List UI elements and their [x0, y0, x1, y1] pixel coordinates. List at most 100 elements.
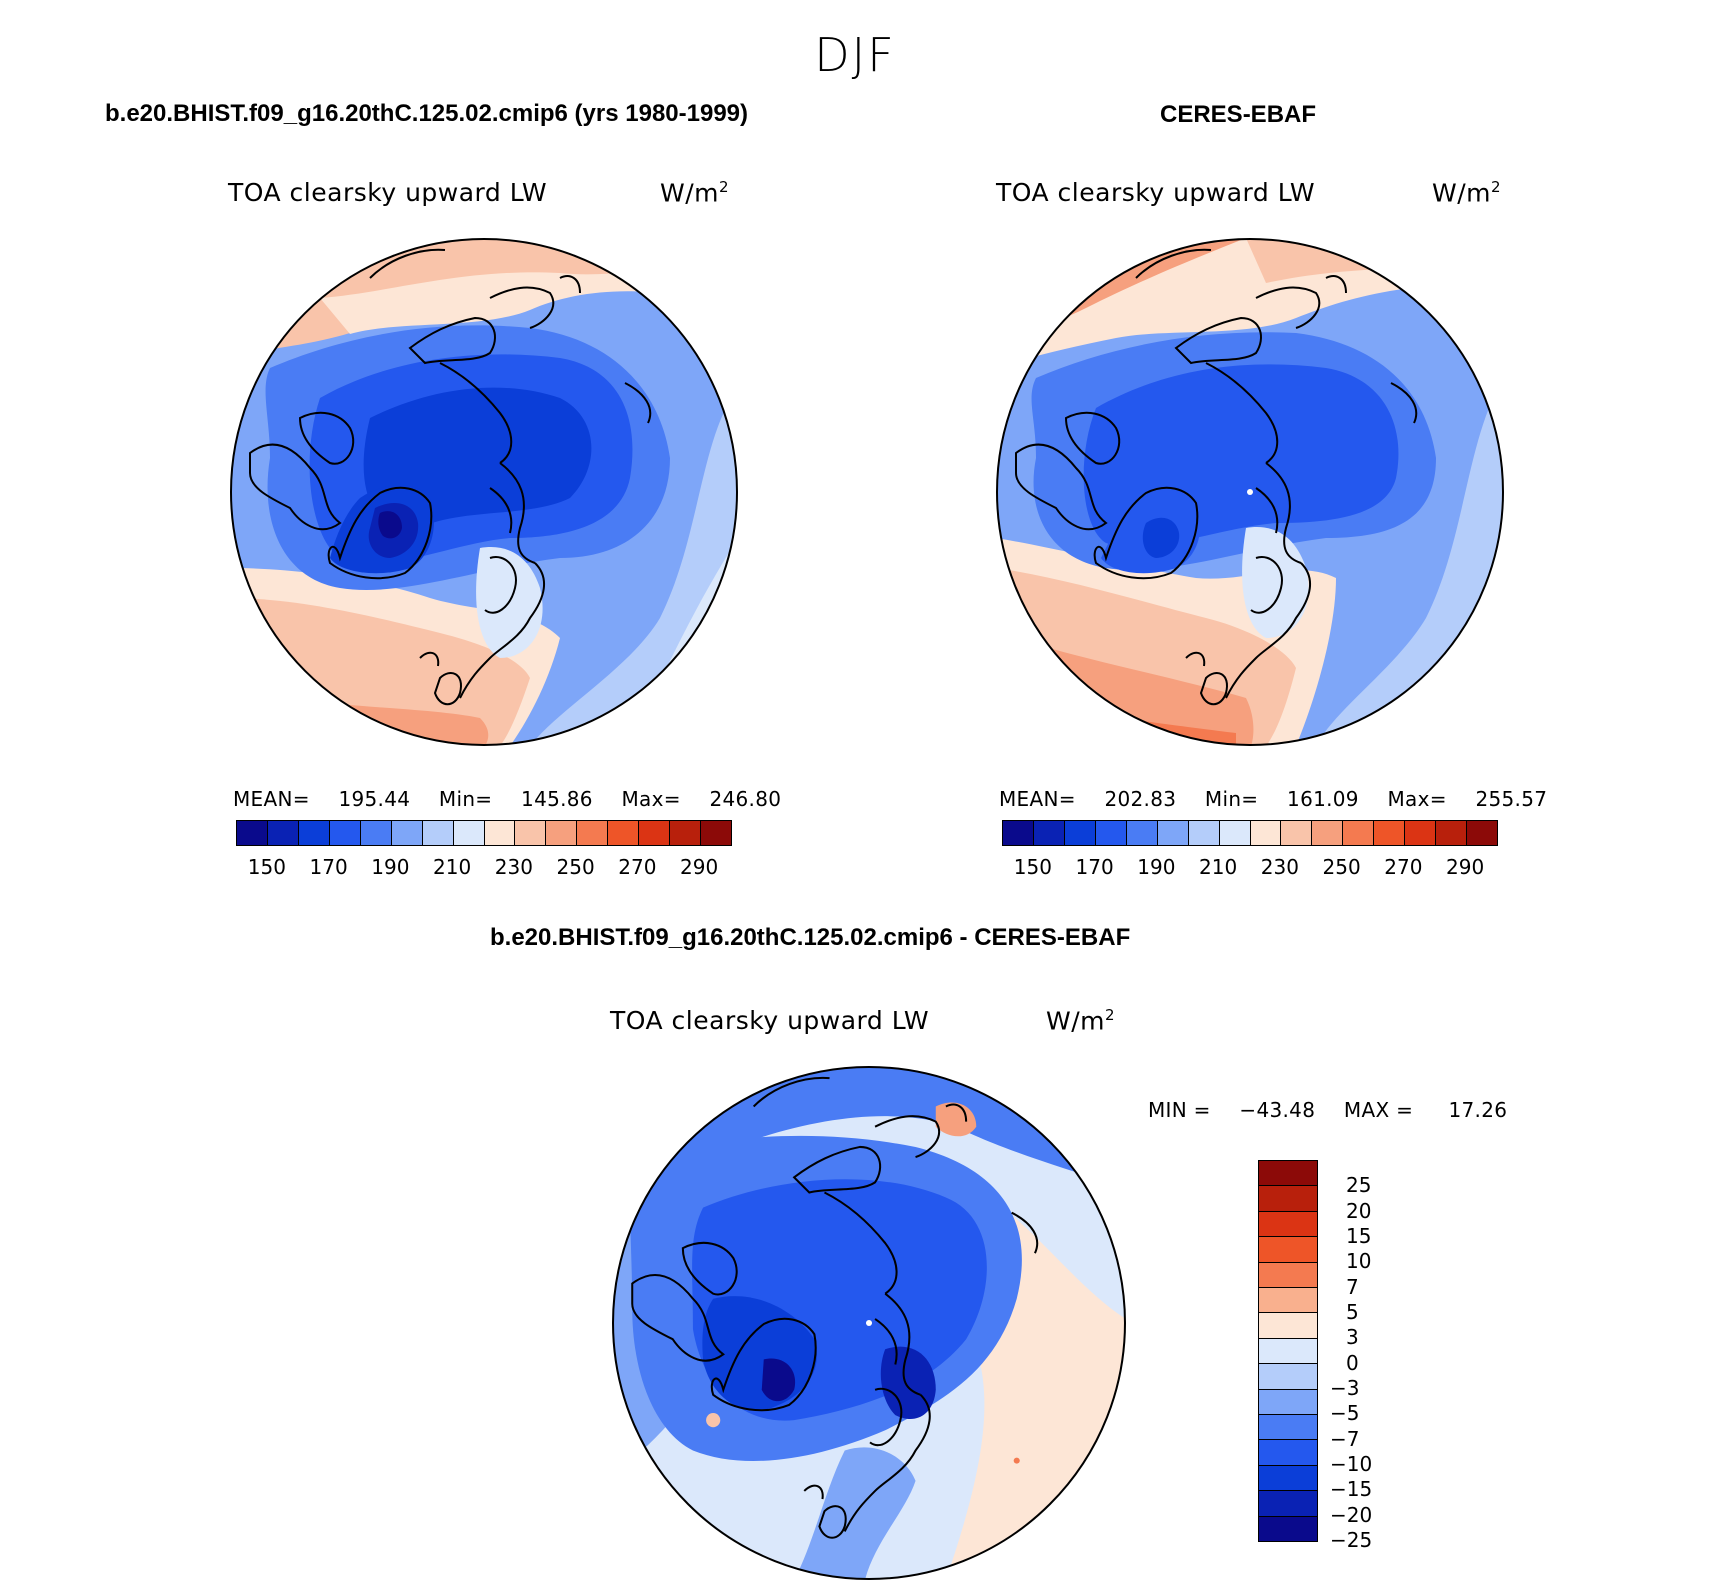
colorbar-tick-label: 290	[1446, 855, 1485, 879]
colorbar-box-8	[484, 821, 516, 845]
colorbar-box-12	[608, 821, 640, 845]
panel2-units: W/m2	[1432, 178, 1502, 208]
colorbar-box-7	[453, 821, 485, 845]
panel3-stats: MIN = −43.48 MAX = 17.26	[1148, 1098, 1507, 1122]
colorbar-box-5	[1259, 1288, 1317, 1314]
colorbar-box-12	[1259, 1465, 1317, 1492]
colorbar-box-5	[1157, 821, 1189, 845]
colorbar-box-6	[1188, 821, 1220, 845]
colorbar-tick-label: 25	[1346, 1173, 1372, 1198]
panel3-polar-map	[612, 1066, 1126, 1580]
colorbar-tick-label: 150	[247, 855, 286, 879]
panel2-polar-map	[996, 238, 1504, 746]
colorbar-box-3	[1259, 1237, 1317, 1263]
colorbar-box-0	[1003, 821, 1034, 845]
colorbar-box-2	[298, 821, 330, 845]
colorbar-tick-label: 210	[433, 855, 472, 879]
colorbar-tick-label: 170	[1075, 855, 1114, 879]
colorbar-box-9	[515, 821, 547, 845]
colorbar-box-13	[639, 821, 671, 845]
panel3-heading: b.e20.BHIST.f09_g16.20thC.125.02.cmip6 -…	[490, 924, 1131, 951]
colorbar-box-6	[1259, 1313, 1317, 1339]
panel1-min: Min= 145.86	[438, 787, 593, 811]
colorbar-tick-label: −20	[1330, 1502, 1373, 1527]
panel2-heading: CERES-EBAF	[1160, 101, 1317, 128]
colorbar-box-8	[1250, 821, 1282, 845]
colorbar-tick-label: 170	[309, 855, 348, 879]
colorbar-box-3	[329, 821, 361, 845]
colorbar-box-4	[360, 821, 392, 845]
panel1-mean: MEAN= 195.44	[233, 787, 411, 811]
colorbar-tick-label: −25	[1330, 1528, 1373, 1552]
colorbar-box-7	[1259, 1338, 1317, 1365]
colorbar-box-1	[1259, 1186, 1317, 1212]
colorbar-tick-label: 7	[1346, 1274, 1359, 1299]
colorbar-tick-label: 10	[1346, 1249, 1372, 1274]
colorbar-box-11	[577, 821, 609, 845]
colorbar-tick-label: 190	[1137, 855, 1176, 879]
colorbar-tick-label: 0	[1346, 1350, 1359, 1375]
colorbar-tick-label: 270	[1384, 855, 1423, 879]
colorbar-box-0	[1259, 1161, 1317, 1187]
panel3-colorbar	[1258, 1160, 1318, 1542]
colorbar-tick-label: −7	[1330, 1426, 1360, 1451]
panel2-variable: TOA clearsky upward LW	[996, 178, 1316, 207]
colorbar-box-10	[1259, 1415, 1317, 1441]
colorbar-box-1	[267, 821, 299, 845]
panel2-max: Max= 255.57	[1387, 787, 1548, 811]
colorbar-tick-label: −5	[1330, 1401, 1360, 1426]
panel3-units: W/m2	[1046, 1006, 1116, 1036]
colorbar-box-14	[670, 821, 702, 845]
panel3-max: MAX = 17.26	[1343, 1098, 1508, 1122]
colorbar-tick-label: −15	[1330, 1477, 1373, 1502]
colorbar-box-5	[391, 821, 423, 845]
colorbar-tick-label: 15	[1346, 1224, 1372, 1248]
colorbar-tick-label: −10	[1330, 1452, 1373, 1476]
panel2-stats: MEAN= 202.83 Min= 161.09 Max= 255.57	[999, 787, 1547, 811]
colorbar-box-9	[1259, 1389, 1317, 1416]
colorbar-tick-label: 250	[556, 855, 595, 879]
colorbar-tick-label: 270	[618, 855, 657, 879]
colorbar-box-13	[1405, 821, 1437, 845]
colorbar-tick-label: 150	[1013, 855, 1052, 879]
colorbar-tick-label: 3	[1346, 1325, 1359, 1350]
panel3-variable: TOA clearsky upward LW	[610, 1006, 930, 1035]
colorbar-box-14	[1259, 1516, 1317, 1542]
colorbar-tick-label: 230	[1260, 855, 1299, 879]
panel1-colorbar	[236, 820, 732, 846]
colorbar-box-15	[1467, 821, 1497, 845]
colorbar-tick-label: 250	[1322, 855, 1361, 879]
colorbar-box-10	[1312, 821, 1344, 845]
panel2-colorbar	[1002, 820, 1498, 846]
panel1-polar-map	[230, 238, 738, 746]
colorbar-tick-label: 20	[1346, 1198, 1372, 1223]
colorbar-box-10	[546, 821, 578, 845]
panel1-heading: b.e20.BHIST.f09_g16.20thC.125.02.cmip6 (…	[105, 100, 749, 127]
colorbar-box-11	[1343, 821, 1375, 845]
colorbar-box-6	[422, 821, 454, 845]
colorbar-box-4	[1126, 821, 1158, 845]
colorbar-box-8	[1259, 1364, 1317, 1390]
panel1-variable: TOA clearsky upward LW	[228, 178, 548, 207]
colorbar-tick-label: 5	[1346, 1300, 1359, 1324]
colorbar-box-0	[237, 821, 268, 845]
colorbar-tick-label: 230	[494, 855, 533, 879]
panel2-min: Min= 161.09	[1204, 787, 1359, 811]
colorbar-box-3	[1095, 821, 1127, 845]
colorbar-box-4	[1259, 1262, 1317, 1289]
panel2-mean: MEAN= 202.83	[999, 787, 1177, 811]
colorbar-tick-label: 290	[680, 855, 719, 879]
panel1-max: Max= 246.80	[621, 787, 782, 811]
colorbar-box-11	[1259, 1440, 1317, 1466]
colorbar-box-13	[1259, 1491, 1317, 1517]
colorbar-box-15	[701, 821, 731, 845]
colorbar-tick-label: 210	[1199, 855, 1238, 879]
colorbar-box-2	[1064, 821, 1096, 845]
colorbar-box-2	[1259, 1211, 1317, 1238]
colorbar-box-12	[1374, 821, 1406, 845]
colorbar-tick-label: −3	[1330, 1376, 1360, 1400]
figure-title: DJF	[814, 28, 896, 82]
panel1-units: W/m2	[660, 178, 730, 208]
colorbar-box-7	[1219, 821, 1251, 845]
colorbar-box-14	[1436, 821, 1468, 845]
